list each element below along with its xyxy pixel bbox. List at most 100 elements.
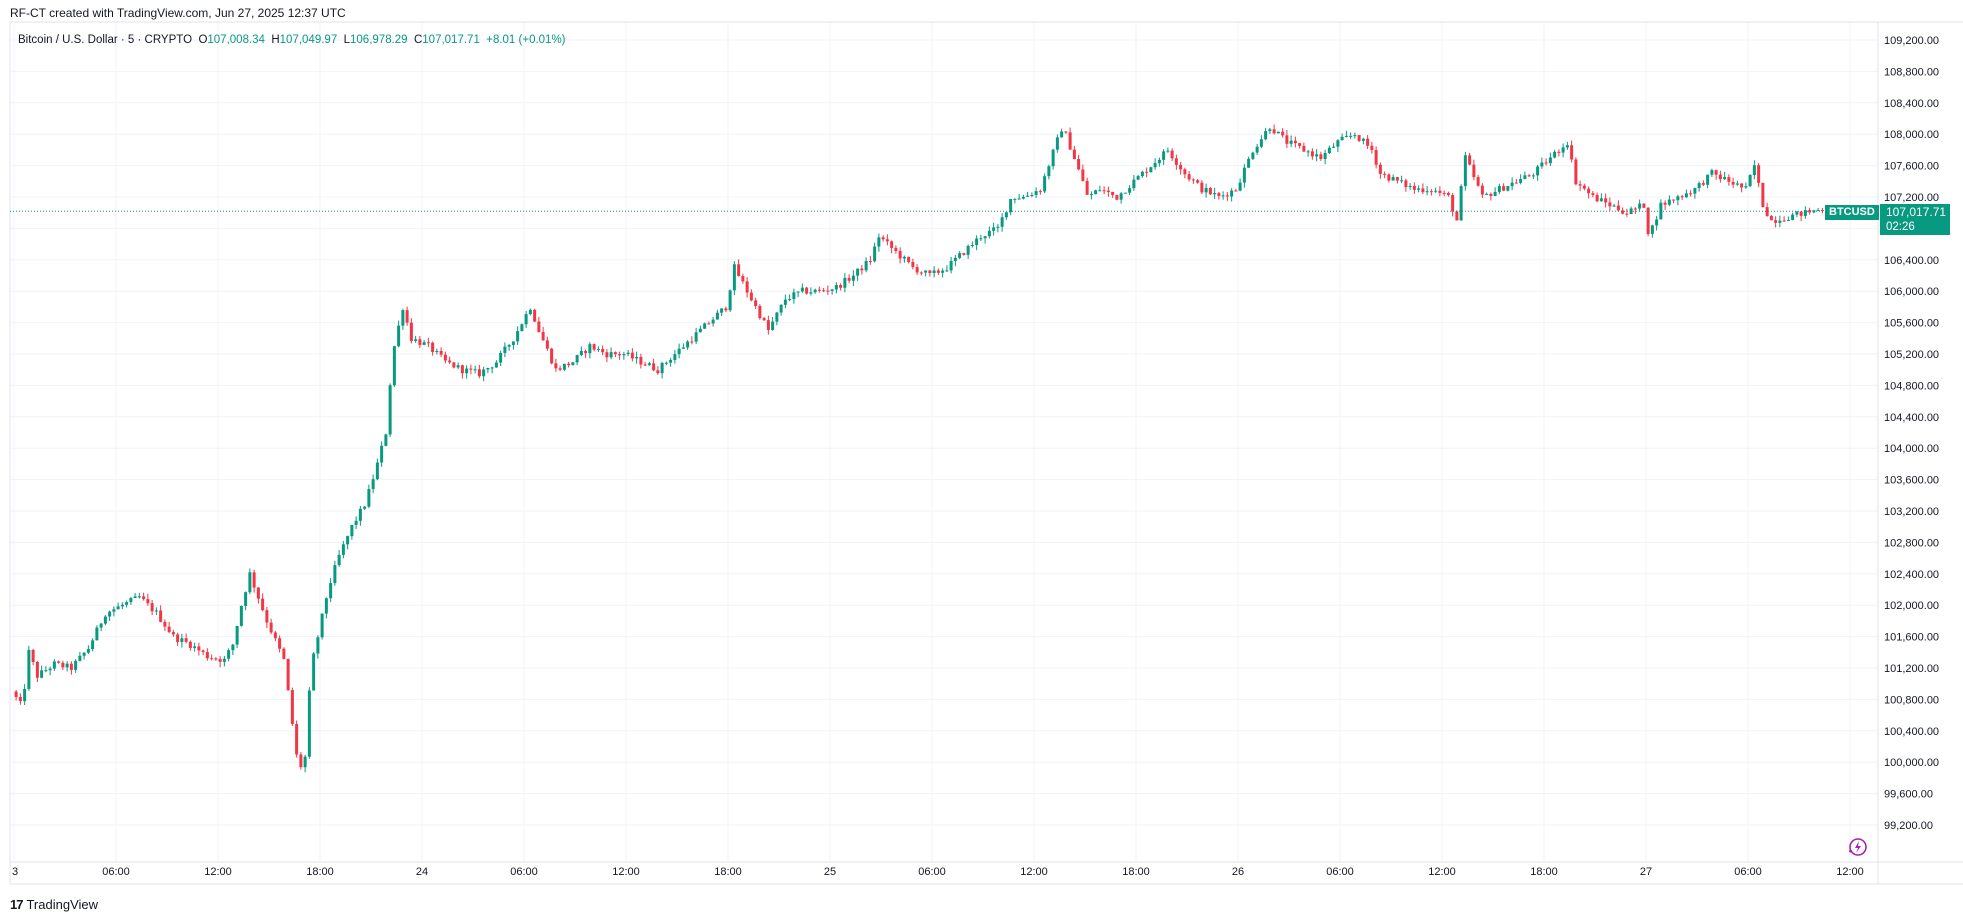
candle-body [1769, 215, 1773, 221]
candle-body [1094, 190, 1098, 195]
candle-body [1055, 137, 1059, 150]
candle-body [1000, 217, 1004, 227]
candle-body [1417, 188, 1421, 190]
candle-body [975, 238, 979, 246]
candle-body [201, 650, 205, 652]
candle-body [465, 368, 469, 374]
candle-body [1689, 193, 1693, 195]
candle-body [737, 264, 741, 277]
candle-body [626, 352, 630, 355]
candle-body [193, 646, 197, 648]
candle-body [1442, 192, 1446, 194]
x-tick-label: 12:00 [612, 866, 640, 878]
candle-body [554, 363, 558, 369]
lightning-icon[interactable] [1846, 836, 1868, 858]
candle-body [184, 638, 188, 642]
candle-body [843, 277, 847, 288]
candle-body [1221, 195, 1225, 197]
candle-body [1336, 140, 1340, 147]
candle-body [40, 670, 44, 678]
candle-body [265, 610, 269, 623]
candle-body [1761, 182, 1765, 208]
candle-body [239, 605, 243, 626]
candle-body [1374, 150, 1378, 165]
x-tick-label: 12:00 [1836, 866, 1864, 878]
symbol-name[interactable]: Bitcoin / U.S. Dollar · 5 · CRYPTO [18, 34, 193, 46]
candle-body [1072, 149, 1076, 160]
candle-body [171, 632, 175, 635]
candle-body [78, 655, 82, 661]
candle-body [129, 598, 133, 603]
candle-body [1349, 135, 1353, 137]
candle-body [1170, 150, 1174, 159]
candle-body [1536, 166, 1540, 176]
candle-body [1238, 182, 1242, 191]
y-tick-label: 106,000.00 [1884, 286, 1939, 298]
y-tick-label: 100,800.00 [1884, 694, 1939, 706]
candle-body [987, 230, 991, 237]
candle-body [890, 241, 894, 248]
candle-body [1803, 210, 1807, 216]
candle-body [431, 342, 435, 352]
candle-body [1723, 177, 1727, 180]
candle-body [1599, 198, 1603, 202]
candle-body [758, 305, 762, 319]
x-tick-label: 18:00 [306, 866, 334, 878]
candle-body [1259, 139, 1263, 147]
candle-body [1391, 177, 1395, 181]
candle-body [1646, 207, 1650, 234]
x-tick-label: 18:00 [1530, 866, 1558, 878]
candle-body [384, 434, 388, 446]
candle-body [575, 355, 579, 363]
candle-body [1247, 158, 1251, 168]
candle-body [970, 245, 974, 247]
tradingview-logo[interactable]: 17 TradingView [10, 897, 98, 912]
candle-body [452, 362, 456, 368]
candle-body [499, 352, 503, 363]
x-tick-label: 12:00 [1428, 866, 1456, 878]
candle-body [320, 613, 324, 638]
candle-body [490, 367, 494, 369]
candle-body [1778, 220, 1782, 223]
candle-body [23, 688, 27, 702]
candle-body [1089, 194, 1093, 196]
candle-body [435, 350, 439, 352]
candle-body [278, 638, 282, 649]
candle-body [1289, 140, 1293, 144]
candle-body [771, 321, 775, 330]
candle-body [1459, 186, 1463, 221]
candle-body [635, 356, 639, 359]
candle-body [1455, 211, 1459, 221]
brand-text: TradingView [26, 897, 99, 912]
candle-body [1255, 146, 1259, 153]
candle-body [1204, 188, 1208, 193]
candle-body [1081, 169, 1085, 181]
candle-body [1795, 211, 1799, 215]
candle-body [1183, 169, 1187, 175]
y-tick-label: 107,200.00 [1884, 192, 1939, 204]
candle-body [316, 637, 320, 654]
candle-body [312, 653, 316, 691]
candle-body [125, 602, 129, 605]
candle-body [864, 261, 868, 271]
candle-body [494, 362, 498, 368]
candle-body [1357, 135, 1361, 141]
candle-body [1727, 177, 1731, 182]
candle-body [1706, 174, 1710, 185]
candle-body [1421, 188, 1425, 193]
candle-body [1021, 196, 1025, 199]
candle-body [1242, 167, 1246, 183]
candle-body [112, 609, 116, 612]
candle-body [936, 270, 940, 273]
candle-body [1030, 195, 1034, 197]
candle-body [1293, 140, 1297, 144]
candle-body [1153, 163, 1157, 168]
candle-body [1383, 173, 1387, 175]
candle-body [601, 349, 605, 353]
candle-body [822, 290, 826, 292]
x-tick-label: 06:00 [1326, 866, 1354, 878]
candle-body [282, 648, 286, 659]
candle-body [1128, 188, 1132, 193]
candle-body [949, 260, 953, 271]
